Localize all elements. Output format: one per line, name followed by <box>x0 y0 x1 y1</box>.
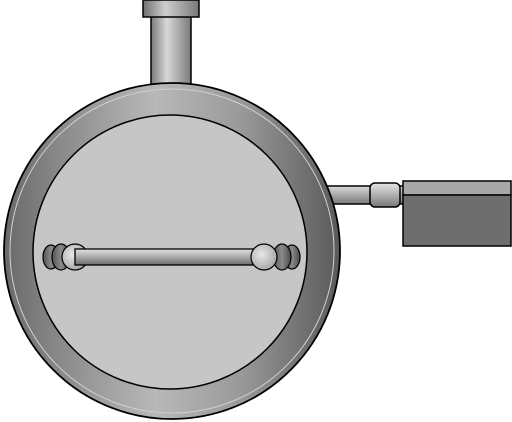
top-stem <box>150 13 192 85</box>
side-pipe-assembly <box>324 180 512 247</box>
actuator-box <box>402 180 512 247</box>
right-shaft-end <box>250 243 301 271</box>
actuator-front-face <box>402 194 512 247</box>
top-cap <box>142 0 200 18</box>
actuator-top-face <box>402 180 512 196</box>
top-stem-assembly <box>142 0 200 85</box>
horizontal-shaft <box>74 248 266 266</box>
right-knob-front <box>250 243 278 271</box>
housing-ring-highlight <box>9 88 335 414</box>
pipe-coupling <box>369 182 401 208</box>
shaft-assembly <box>42 243 301 271</box>
